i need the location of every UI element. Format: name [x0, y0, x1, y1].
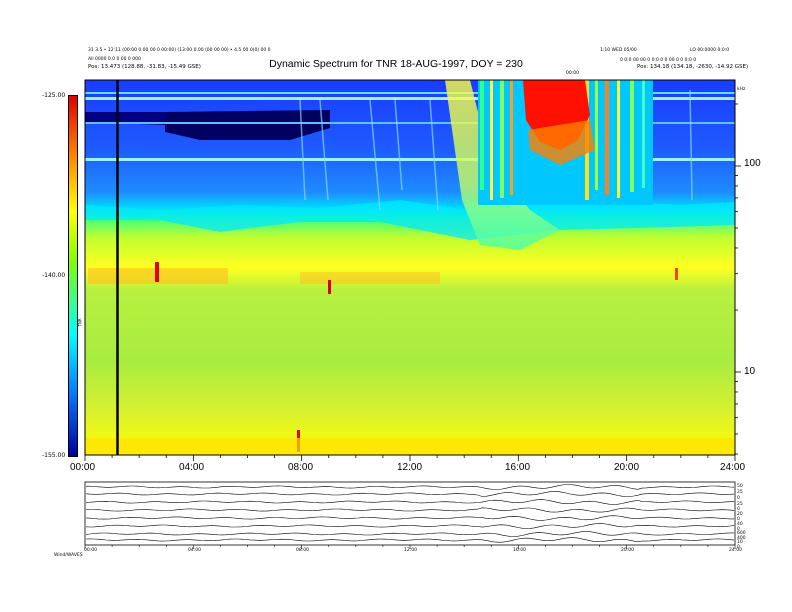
panel-trace	[86, 484, 735, 490]
colorbar-tick-mid: -140.00	[42, 272, 66, 279]
panel-trace	[85, 499, 735, 505]
panel-right-tick-1: 50	[737, 484, 743, 489]
red-spike-1	[155, 262, 159, 282]
panel-trace	[85, 537, 735, 543]
panel-right-tick-4: 25	[737, 502, 743, 507]
colorbar-tick-bottom: -155.00	[42, 452, 66, 459]
panel-x-tick-0800: 08:00	[296, 548, 309, 553]
x-tick-1200: 12:00	[397, 462, 423, 473]
right-axis-tick-100: 100	[744, 158, 761, 169]
panel-trace	[85, 531, 734, 537]
x-tick-2400: 24:00	[720, 462, 746, 473]
panel-right-tick-7: 0	[737, 517, 740, 522]
panel-right-tick-3: 0	[737, 496, 740, 501]
panel-x-tick-0400: 04:00	[188, 548, 201, 553]
panel-trace	[85, 515, 734, 521]
panel-right-tick-11: 400	[737, 536, 746, 541]
x-tick-2000: 20:00	[614, 462, 640, 473]
panel-right-tick-5: 0	[737, 507, 740, 512]
chart-title: Dynamic Spectrum for TNR 18-AUG-1997, DO…	[269, 58, 523, 70]
red-spike-3	[675, 268, 678, 280]
colorbar	[68, 95, 78, 457]
panel-frame	[84, 481, 736, 546]
panel-right-tick-9: 0	[737, 527, 740, 532]
panel-footer: Wind/WAVES	[54, 553, 83, 558]
right-axis-ticks	[735, 103, 741, 455]
band-line-3	[85, 122, 735, 124]
panel-trace	[85, 523, 735, 529]
event-plume	[445, 80, 560, 250]
header-right-line-3: 0 0:0 00 00 0 0:0 0 0 00 0 0 0:0 0	[620, 58, 697, 63]
x-axis-ticks	[84, 455, 736, 461]
header-left-line-2: All 0000 0.0 0 00 0 000	[88, 57, 141, 62]
x-tick-0000: 00:00	[70, 462, 96, 473]
panel-trace	[85, 507, 735, 513]
header-right-line-1: 1:10 WED 05/00	[600, 48, 637, 53]
x-tick-1600: 16:00	[505, 462, 531, 473]
panel-x-tick-2400: 24:00	[729, 548, 742, 553]
panel-right-tick-2: 25	[737, 490, 743, 495]
header-left-line-3: Pos: 13.473 (128.88, -31.83, -15.49 GSE)	[88, 64, 201, 70]
header-left-line-1: 31 3.5 • 12:11 (00:00 0.00 00 0 00:00) (…	[88, 48, 271, 53]
panel-x-tick-1200: 12:00	[404, 548, 417, 553]
panel-x-tick-0000: 00:00	[84, 548, 97, 553]
band-line-1	[85, 92, 735, 94]
panel-trace	[85, 491, 735, 497]
right-axis-unit: kHz	[737, 87, 746, 92]
panel-traces	[84, 484, 736, 549]
x-tick-0400: 04:00	[179, 462, 205, 473]
right-axis-tick-10: 10	[744, 366, 756, 377]
x-tick-0800: 08:00	[288, 462, 314, 473]
band-line-2	[85, 97, 735, 100]
panel-right-tick-12: 10	[737, 540, 743, 545]
bottom-band	[85, 438, 735, 455]
red-spike-2	[328, 280, 331, 294]
cyan-band	[85, 200, 735, 240]
panel-x-tick-2000: 20:00	[621, 548, 634, 553]
header-right-line-4: Pos: 134.18 (134.18, -2630, -14.92 GSE)	[637, 64, 749, 70]
colorbar-tick-top: -125.00	[42, 92, 66, 99]
panel-right-tick-6: 20	[737, 512, 743, 517]
vertical-wisps	[299, 89, 693, 211]
panel-right-tick-10: 600	[737, 531, 746, 536]
quiet-region	[165, 110, 330, 140]
panel-right-tick-8: 40	[737, 522, 743, 527]
panel-right-tick-13: 0	[737, 545, 740, 550]
header-right-line-2: LO 00:0000 0:0:0	[690, 48, 730, 53]
mark-label: 00:00	[566, 71, 579, 76]
band-line-4	[85, 158, 735, 161]
panel-x-tick-1600: 16:00	[513, 548, 526, 553]
